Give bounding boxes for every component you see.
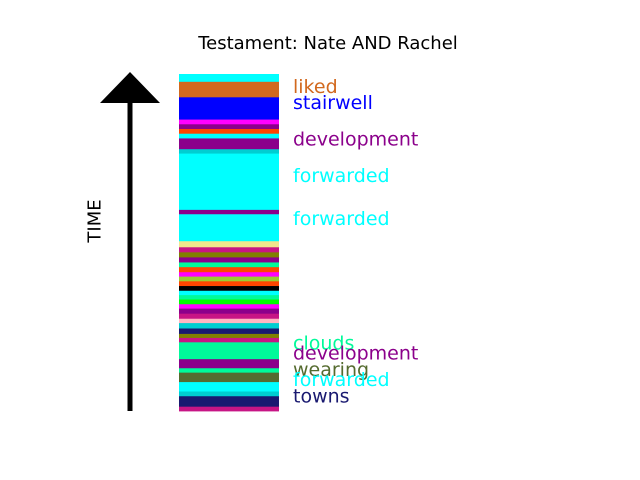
word-label: forwarded — [293, 165, 390, 187]
time-axis-arrowhead — [100, 72, 160, 103]
bar-segment — [179, 280, 279, 287]
bar-segment — [179, 318, 279, 324]
bar-segment — [179, 290, 279, 296]
bar-segment — [179, 372, 279, 383]
bar-segment — [179, 299, 279, 305]
bar-segment — [179, 406, 279, 412]
timeline-bar — [179, 74, 279, 412]
chart-title: Testament: Nate AND Rachel — [197, 33, 458, 54]
bar-segment — [179, 328, 279, 334]
bar-segment — [179, 153, 279, 210]
bar-segment — [179, 262, 279, 268]
bar-segment — [179, 271, 279, 277]
bar-segment — [179, 294, 279, 300]
bar-segment — [179, 148, 279, 154]
bar-segment — [179, 367, 279, 373]
bar-segment — [179, 285, 279, 291]
bar-segment — [179, 381, 279, 392]
time-axis: TIME — [85, 72, 160, 411]
bar-segment — [179, 123, 279, 129]
word-label: clouds — [293, 333, 354, 355]
bar-segment — [179, 308, 279, 314]
bar-segment — [179, 114, 279, 120]
bar-segment — [179, 138, 279, 150]
bar-segment — [179, 256, 279, 263]
bar-segment — [179, 128, 279, 134]
word-label: development — [293, 343, 418, 365]
bar-segment — [179, 391, 279, 397]
bar-segment — [179, 81, 279, 98]
word-label: liked — [293, 76, 338, 98]
word-label: towns — [293, 386, 350, 408]
bar-segment — [179, 209, 279, 215]
bar-segment — [179, 341, 279, 360]
bar-segment — [179, 395, 279, 407]
bar-segment — [179, 337, 279, 343]
bar-segment — [179, 322, 279, 329]
word-label: forwarded — [293, 208, 390, 230]
word-label: stairwell — [293, 92, 373, 114]
bar-segment — [179, 246, 279, 253]
bar-segment — [179, 213, 279, 242]
word-label: wearing — [293, 359, 369, 381]
bar-segment — [179, 303, 279, 309]
bar-segment — [179, 333, 279, 338]
word-label: forwarded — [293, 369, 390, 391]
bar-segment — [179, 240, 279, 248]
time-axis-label: TIME — [85, 199, 106, 243]
bar-segment — [179, 358, 279, 369]
bar-segment — [179, 74, 279, 82]
bar-segment — [179, 251, 279, 258]
bar-segment — [179, 313, 279, 319]
bar-segment — [179, 276, 279, 282]
bar-segment — [179, 133, 279, 139]
word-label: development — [293, 128, 418, 150]
bar-segment — [179, 266, 279, 273]
bar-segment — [179, 96, 279, 115]
bar-segment — [179, 119, 279, 125]
